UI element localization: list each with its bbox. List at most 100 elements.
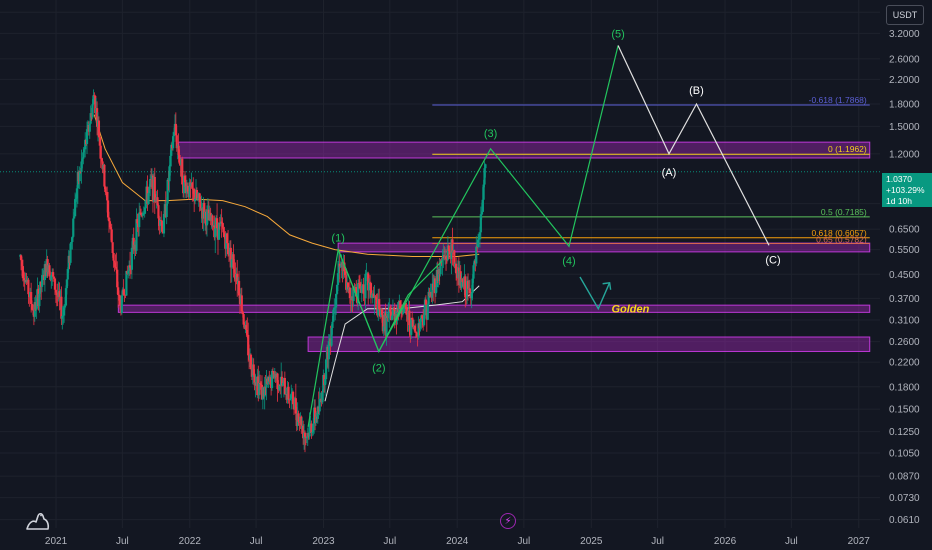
candle-body <box>81 158 84 162</box>
lightning-bolt-icon[interactable]: ⚡ <box>500 513 516 529</box>
candle-body <box>291 391 295 405</box>
candle-body <box>270 370 274 389</box>
x-tick-label: Jul <box>517 536 530 547</box>
candle-body <box>308 424 311 437</box>
candle <box>74 192 77 217</box>
candle-body <box>294 398 297 414</box>
time-axis[interactable]: 2021 Jul 2022 Jul 2023 Jul 2024 Jul 2025 Jul 2026 J… <box>45 536 870 547</box>
candle <box>297 410 300 426</box>
candle <box>159 216 162 234</box>
candle-body <box>169 155 172 167</box>
x-tick-label: Jul <box>651 536 664 547</box>
candle-body <box>104 186 107 192</box>
wave-label-white: (C) <box>765 254 780 266</box>
candle-body <box>357 283 360 304</box>
candle-body <box>178 154 181 164</box>
candle-body <box>241 311 244 315</box>
candle-body <box>245 325 248 330</box>
y-tick-label: 1.2000 <box>889 149 920 160</box>
candle-body <box>448 250 451 255</box>
candle <box>402 306 406 314</box>
candle-body <box>310 423 313 434</box>
bar-countdown: 1d 10h <box>886 196 912 206</box>
candle <box>94 94 97 118</box>
tradingview-logo-icon[interactable] <box>25 510 51 532</box>
candle-body <box>144 200 147 208</box>
currency-selector[interactable]: USDT <box>886 5 924 25</box>
candle <box>81 157 84 169</box>
candle <box>166 178 169 206</box>
candle-body <box>162 214 166 234</box>
candle-body <box>258 383 261 396</box>
x-tick-label: 2023 <box>312 536 335 547</box>
candle <box>106 191 110 221</box>
candle-body <box>117 287 120 295</box>
candle <box>75 185 79 208</box>
candle-body <box>111 242 114 254</box>
candle <box>41 268 44 293</box>
candle <box>276 372 279 402</box>
candle-body <box>304 436 308 438</box>
candle <box>64 285 68 306</box>
candle-body <box>55 292 58 296</box>
candle-body <box>237 280 241 296</box>
candle-body <box>191 182 194 189</box>
candle-body <box>421 315 424 319</box>
y-tick-label: 0.1800 <box>889 382 920 393</box>
wave-label-green: (2) <box>372 362 385 374</box>
candle-body <box>427 291 430 305</box>
fib-level-label: 0 (1.1962) <box>828 144 867 154</box>
x-tick-label: 2027 <box>848 536 871 547</box>
candle-body <box>74 198 78 200</box>
candle <box>191 181 194 202</box>
candle <box>72 208 75 238</box>
candle <box>88 121 91 139</box>
candle-body <box>22 278 25 280</box>
candle-body <box>447 245 450 251</box>
candle-body <box>71 236 74 242</box>
candle-body <box>335 284 339 294</box>
y-tick-label: 0.2600 <box>889 337 920 348</box>
candle-body <box>149 178 152 187</box>
zone-box <box>177 141 871 159</box>
candle-body <box>211 215 214 227</box>
candle-body <box>443 255 446 258</box>
candle-body <box>246 329 249 335</box>
candle <box>226 229 230 257</box>
candle <box>290 384 293 410</box>
candle <box>128 260 131 276</box>
candle-body <box>411 318 414 320</box>
candle-body <box>135 219 138 251</box>
candle-body <box>166 179 169 204</box>
candle <box>258 370 261 399</box>
candle <box>97 116 101 138</box>
candle-body <box>172 136 175 149</box>
candle <box>484 163 487 178</box>
candle-body <box>281 383 285 386</box>
candle <box>424 295 427 306</box>
candle-body <box>332 309 335 322</box>
candle-body <box>280 376 284 386</box>
candle-body <box>100 158 103 162</box>
candle-body <box>451 239 454 253</box>
y-tick-label: 0.2200 <box>889 358 920 369</box>
candle <box>127 270 130 279</box>
candle <box>211 214 214 231</box>
candle-body <box>381 314 384 332</box>
candle-body <box>27 279 30 295</box>
candle-body <box>417 323 420 338</box>
candle-body <box>367 273 370 291</box>
arrow-head-icon <box>602 281 612 290</box>
y-tick-label: 0.1050 <box>889 448 920 459</box>
y-tick-label: 0.3100 <box>889 316 920 327</box>
price-axis[interactable]: 3.80003.20002.60002.20001.80001.50001.20… <box>889 8 920 526</box>
candle-body <box>35 297 38 310</box>
x-tick-label: Jul <box>785 536 798 547</box>
candle-body <box>74 199 77 217</box>
candle-body <box>336 273 340 285</box>
candle-body <box>157 205 160 219</box>
candle <box>30 300 34 311</box>
candle-body <box>175 135 178 149</box>
candle-body <box>183 176 187 183</box>
